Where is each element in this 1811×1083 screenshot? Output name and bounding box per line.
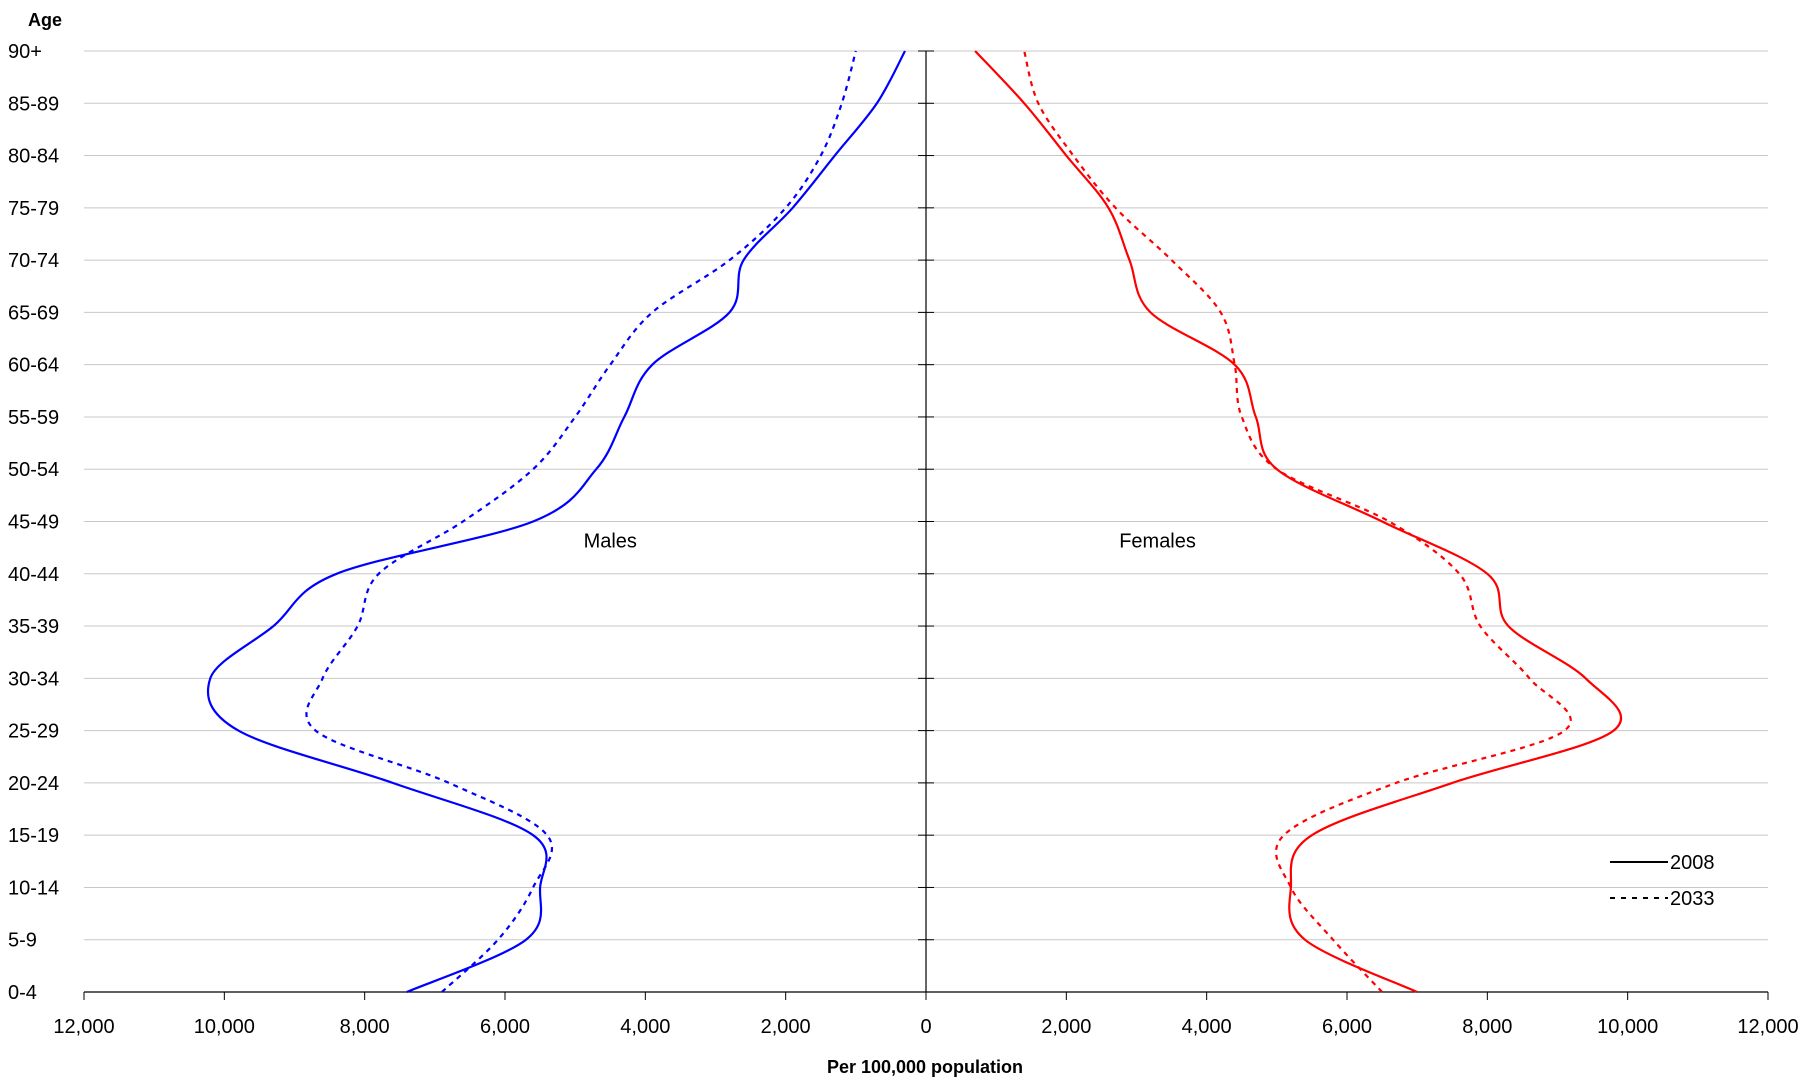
labels: Age Per 100,000 population 0-4 5-9 10-14 15… <box>8 10 1799 1077</box>
x-tick-label: 12,000 <box>1737 1016 1798 1038</box>
x-tick-label: 8,000 <box>1462 1016 1512 1038</box>
legend: 2008 2033 <box>1610 852 1715 910</box>
y-tick-label: 5-9 <box>8 930 37 952</box>
y-tick-label: 90+ <box>8 41 42 63</box>
y-tick-label: 85-89 <box>8 93 59 115</box>
axes <box>83 50 1769 1000</box>
x-tick-label: 10,000 <box>194 1016 255 1038</box>
y-tick-label: 70-74 <box>8 250 59 272</box>
x-tick-label: 4,000 <box>1182 1016 1232 1038</box>
y-tick-label: 55-59 <box>8 407 59 429</box>
y-tick-label: 30-34 <box>8 668 59 690</box>
series-line-females-2008 <box>974 50 1623 993</box>
annotation-label: Females <box>1119 531 1196 553</box>
x-tick-label: 6,000 <box>1322 1016 1372 1038</box>
y-tick-label: 10-14 <box>8 877 59 899</box>
series-line-males-2008 <box>206 50 906 994</box>
x-tick-label: 6,000 <box>480 1016 530 1038</box>
legend-label: 2033 <box>1670 888 1715 910</box>
y-tick-label: 0-4 <box>8 982 37 1004</box>
annotation-label: Males <box>584 531 637 553</box>
y-tick-label: 20-24 <box>8 773 59 795</box>
y-tick-label: 15-19 <box>8 825 59 847</box>
y-tick-label: 65-69 <box>8 302 59 324</box>
legend-label: 2008 <box>1670 852 1715 874</box>
x-tick-label: 2,000 <box>1041 1016 1091 1038</box>
x-tick-label: 12,000 <box>53 1016 114 1038</box>
y-tick-label: 25-29 <box>8 721 59 743</box>
y-tick-label: 50-54 <box>8 459 59 481</box>
x-tick-label: 10,000 <box>1597 1016 1658 1038</box>
series-line-females-2033 <box>1023 50 1572 993</box>
y-tick-label: 75-79 <box>8 198 59 220</box>
y-tick-label: 40-44 <box>8 564 59 586</box>
series-line-males-2033 <box>305 50 857 993</box>
series-lines <box>206 50 1623 994</box>
y-tick-label: 80-84 <box>8 146 59 168</box>
x-tick-label: 8,000 <box>340 1016 390 1038</box>
x-tick-label: 4,000 <box>620 1016 670 1038</box>
y-axis-title: Age <box>28 10 62 30</box>
x-tick-label: 0 <box>920 1016 931 1038</box>
x-tick-label: 2,000 <box>761 1016 811 1038</box>
x-axis-title: Per 100,000 population <box>827 1057 1023 1077</box>
y-tick-label: 45-49 <box>8 512 59 534</box>
y-tick-label: 60-64 <box>8 355 59 377</box>
y-tick-label: 35-39 <box>8 616 59 638</box>
